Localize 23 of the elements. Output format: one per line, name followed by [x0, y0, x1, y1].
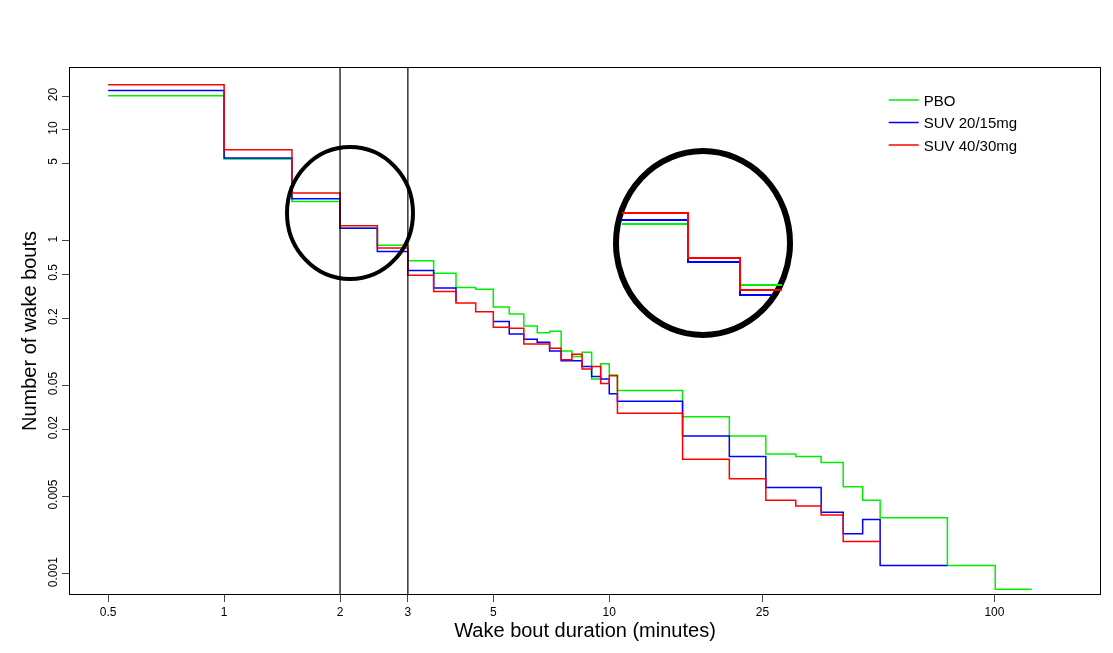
y-tick-label: 20 [46, 87, 61, 102]
x-tick-label: 5 [489, 605, 497, 620]
x-tick-label: 1 [220, 605, 228, 620]
x-tick-label: 2 [336, 605, 344, 620]
legend-label: PBO [923, 91, 956, 109]
legend-label: SUV 40/30mg [923, 136, 1018, 154]
x-axis-title: Wake bout duration (minutes) [454, 619, 716, 642]
x-tick-label: 100 [984, 605, 1005, 620]
y-tick-label: 1 [46, 235, 61, 243]
y-tick-label: 0.005 [46, 479, 61, 510]
x-tick-label: 0.5 [99, 605, 117, 620]
y-tick-label: 0.001 [46, 556, 61, 588]
x-tick-label: 25 [755, 605, 770, 620]
y-tick-label: 0.05 [46, 371, 61, 396]
x-tick-label: 10 [602, 605, 617, 620]
y-axis-title: Number of wake bouts [17, 230, 40, 432]
y-tick-label: 10 [46, 120, 61, 135]
y-tick-label: 5 [46, 157, 61, 165]
legend-label: SUV 20/15mg [923, 114, 1018, 132]
y-tick-label: 0.2 [46, 307, 61, 325]
x-tick-label: 3 [404, 605, 412, 620]
y-tick-label: 0.5 [46, 263, 61, 281]
y-tick-label: 0.02 [46, 415, 61, 440]
